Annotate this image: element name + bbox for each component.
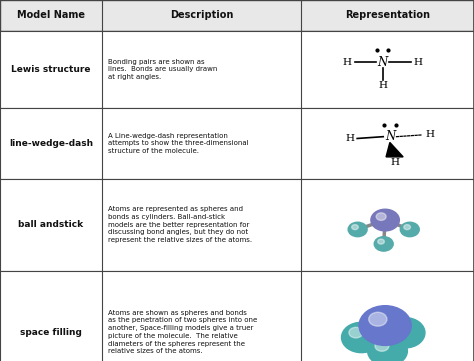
Text: H: H xyxy=(390,158,399,167)
Text: H: H xyxy=(343,58,352,67)
Circle shape xyxy=(371,209,399,231)
Text: Description: Description xyxy=(170,10,233,20)
Text: Bonding pairs are shown as
lines.  Bonds are usually drawn
at right angles.: Bonding pairs are shown as lines. Bonds … xyxy=(108,59,217,80)
Circle shape xyxy=(404,225,410,230)
Bar xyxy=(0,108,474,179)
Circle shape xyxy=(369,312,387,326)
Text: Model Name: Model Name xyxy=(17,10,85,20)
Text: N: N xyxy=(378,56,388,69)
Circle shape xyxy=(341,322,381,353)
Circle shape xyxy=(374,237,393,251)
Text: line-wedge-dash: line-wedge-dash xyxy=(9,139,93,148)
Text: Representation: Representation xyxy=(345,10,430,20)
Circle shape xyxy=(392,323,406,333)
Circle shape xyxy=(376,213,386,220)
Circle shape xyxy=(349,327,363,338)
Bar xyxy=(0,0,474,31)
Text: H: H xyxy=(414,58,423,67)
Text: Lewis structure: Lewis structure xyxy=(11,65,91,74)
Circle shape xyxy=(348,222,367,237)
Text: H: H xyxy=(426,130,435,139)
Bar xyxy=(0,271,474,361)
Bar xyxy=(0,179,474,271)
Circle shape xyxy=(378,239,384,244)
Text: A Line-wedge-dash representation
attempts to show the three-dimensional
structur: A Line-wedge-dash representation attempt… xyxy=(108,133,248,154)
Circle shape xyxy=(385,318,425,348)
Circle shape xyxy=(352,225,358,230)
Text: ball andstick: ball andstick xyxy=(18,220,83,229)
Bar xyxy=(0,31,474,108)
Text: H: H xyxy=(345,134,354,143)
Circle shape xyxy=(375,341,389,351)
Text: Atoms are represented as spheres and
bonds as cylinders. Ball-and-stick
models a: Atoms are represented as spheres and bon… xyxy=(108,206,252,243)
Text: H: H xyxy=(378,81,387,90)
Polygon shape xyxy=(386,143,403,157)
Text: Atoms are shown as spheres and bonds
as the penetration of two spheres into one
: Atoms are shown as spheres and bonds as … xyxy=(108,310,257,355)
Text: space filling: space filling xyxy=(20,328,82,336)
Circle shape xyxy=(368,336,407,361)
Circle shape xyxy=(400,222,419,237)
Text: N: N xyxy=(385,130,395,143)
Circle shape xyxy=(359,306,411,345)
